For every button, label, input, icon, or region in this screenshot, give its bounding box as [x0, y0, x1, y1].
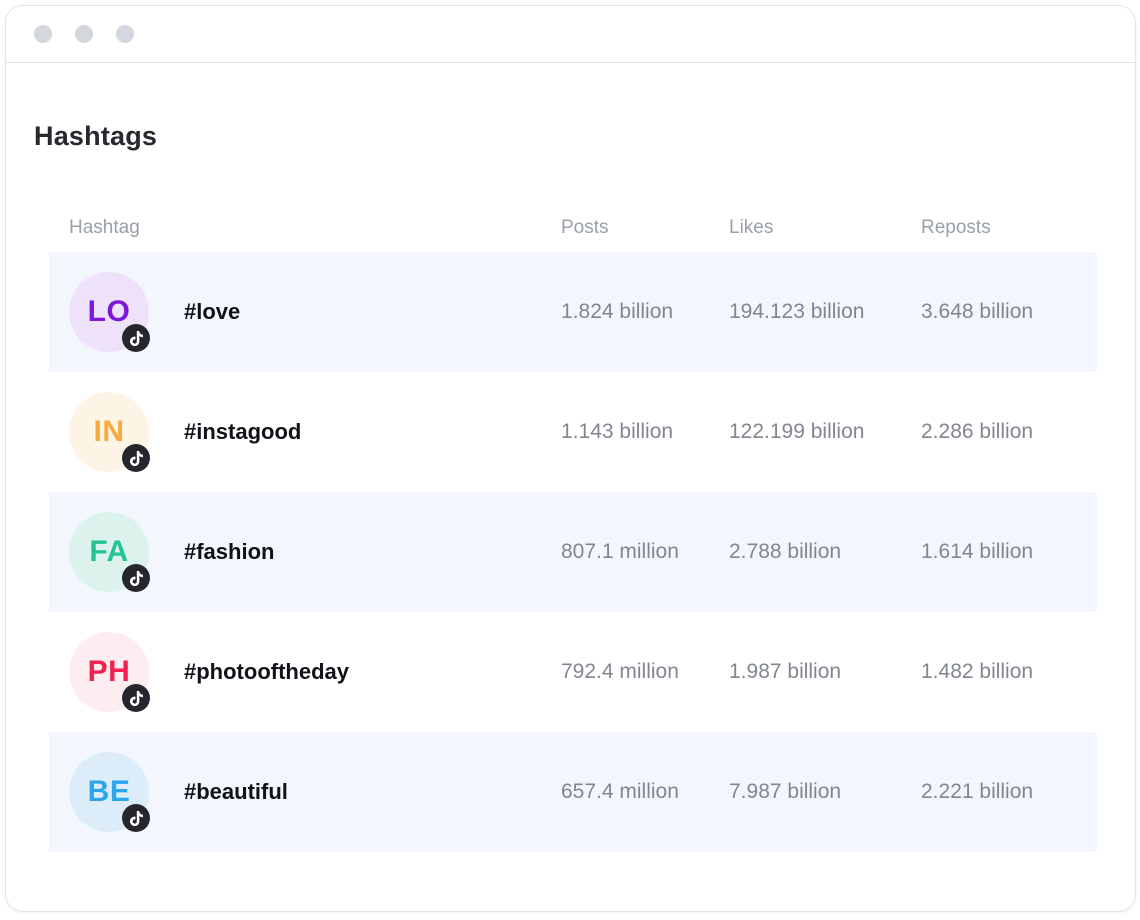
- hashtags-table: Hashtag Posts Likes Reposts LO #love 1.8…: [49, 204, 1097, 852]
- hashtag-label: #beautiful: [184, 779, 288, 804]
- likes-value: 194.123 billion: [729, 300, 865, 323]
- posts-value: 1.824 billion: [561, 300, 674, 323]
- hashtag-cell: FA #fashion: [49, 512, 561, 592]
- hashtag-cell: BE #beautiful: [49, 752, 561, 832]
- hashtag-label: #love: [184, 299, 241, 324]
- reposts-value: 1.614 billion: [921, 540, 1034, 563]
- likes-value: 7.987 billion: [729, 780, 842, 803]
- table-row[interactable]: IN #instagood 1.143 billion 122.199 bill…: [49, 372, 1097, 492]
- avatar: BE: [69, 752, 150, 832]
- page-title: Hashtags: [34, 121, 158, 151]
- hashtag-cell: PH #photooftheday: [49, 632, 561, 712]
- tiktok-icon: [122, 444, 150, 472]
- table-row[interactable]: PH #photooftheday 792.4 million 1.987 bi…: [49, 612, 1097, 732]
- browser-window: Hashtags Hashtag Posts Likes Reposts LO: [5, 5, 1136, 912]
- posts-value: 657.4 million: [561, 780, 679, 803]
- tiktok-icon: [122, 684, 150, 712]
- avatar: IN: [69, 392, 150, 472]
- tiktok-icon: [122, 324, 150, 352]
- column-header-posts: Posts: [561, 217, 609, 238]
- posts-value: 1.143 billion: [561, 420, 674, 443]
- column-header-hashtag: Hashtag: [69, 217, 140, 238]
- window-titlebar: [6, 6, 1135, 63]
- hashtag-cell: LO #love: [49, 272, 561, 352]
- reposts-value: 2.286 billion: [921, 420, 1034, 443]
- table-row[interactable]: BE #beautiful 657.4 million 7.987 billio…: [49, 732, 1097, 852]
- hashtag-label: #instagood: [184, 419, 302, 444]
- table-row[interactable]: FA #fashion 807.1 million 2.788 billion …: [49, 492, 1097, 612]
- likes-value: 2.788 billion: [729, 540, 842, 563]
- window-dot[interactable]: [75, 25, 93, 43]
- avatar-initials: PH: [69, 632, 149, 712]
- hashtag-cell: IN #instagood: [49, 392, 561, 472]
- avatar: PH: [69, 632, 150, 712]
- likes-value: 122.199 billion: [729, 420, 865, 443]
- avatar: LO: [69, 272, 150, 352]
- tiktok-icon: [122, 564, 150, 592]
- posts-value: 807.1 million: [561, 540, 679, 563]
- posts-value: 792.4 million: [561, 660, 679, 683]
- avatar-initials: LO: [69, 272, 149, 352]
- column-header-reposts: Reposts: [921, 217, 991, 238]
- reposts-value: 1.482 billion: [921, 660, 1034, 683]
- tiktok-icon: [122, 804, 150, 832]
- likes-value: 1.987 billion: [729, 660, 842, 683]
- page-content: Hashtags Hashtag Posts Likes Reposts LO: [6, 63, 1135, 852]
- window-dot[interactable]: [116, 25, 134, 43]
- avatar: FA: [69, 512, 150, 592]
- table-header: Hashtag Posts Likes Reposts: [49, 204, 1097, 252]
- hashtag-label: #fashion: [184, 539, 275, 564]
- table-row[interactable]: LO #love 1.824 billion 194.123 billion 3…: [49, 252, 1097, 372]
- hashtag-label: #photooftheday: [184, 659, 349, 684]
- column-header-likes: Likes: [729, 217, 774, 238]
- reposts-value: 2.221 billion: [921, 780, 1034, 803]
- reposts-value: 3.648 billion: [921, 300, 1034, 323]
- window-dot[interactable]: [34, 25, 52, 43]
